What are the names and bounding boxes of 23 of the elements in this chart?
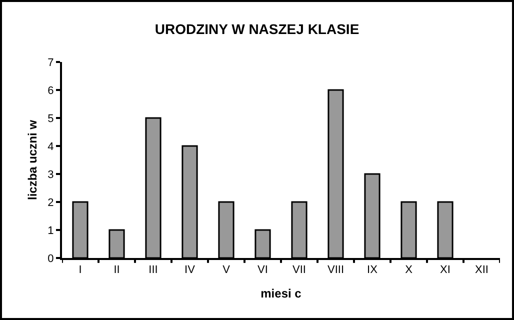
y-tick-label: 1	[48, 224, 54, 237]
y-tick-label: 4	[48, 140, 54, 153]
y-tick-label: 5	[48, 112, 54, 125]
x-tick-label: X	[405, 264, 414, 276]
y-tick-label: 2	[48, 196, 54, 209]
x-tick-label: V	[222, 264, 231, 276]
y-tick-label: 7	[48, 56, 54, 69]
x-axis-title: miesi c	[260, 286, 302, 301]
x-tick-label: IX	[367, 264, 378, 276]
y-tick-label: 3	[48, 168, 54, 181]
x-tick-label: II	[114, 264, 120, 276]
x-tick-label: XII	[475, 264, 488, 276]
x-tick-label: I	[78, 264, 82, 276]
x-tick-label: VII	[292, 264, 306, 276]
chart-title: URODZINY W NASZEJ KLASIE	[154, 20, 360, 37]
x-tick-label: IV	[184, 264, 196, 276]
x-tick-label: III	[148, 264, 158, 276]
y-tick-label: 0	[48, 252, 54, 265]
y-tick-label: 6	[48, 84, 54, 97]
x-tick-label: XI	[440, 264, 450, 276]
y-axis-title: liczba uczni w	[25, 119, 40, 200]
x-tick-label: VIII	[327, 264, 344, 276]
x-tick-label: VI	[258, 264, 268, 276]
